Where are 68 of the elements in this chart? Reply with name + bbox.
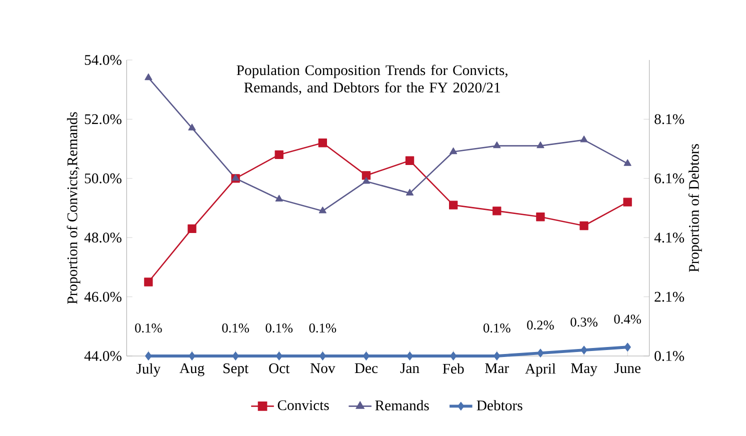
point xyxy=(144,278,153,286)
point xyxy=(450,147,458,154)
data-label: 0.3% xyxy=(570,318,598,327)
legend-label: Debtors xyxy=(476,400,522,410)
x-tick-label: Feb xyxy=(442,363,464,374)
point xyxy=(145,352,152,360)
point xyxy=(536,212,545,222)
point xyxy=(494,352,500,360)
legend-label: Remands xyxy=(375,400,429,410)
data-label: 0.1% xyxy=(222,324,250,333)
x-tick-label: Sept xyxy=(224,363,249,376)
text: Population Composition Trends for Convicts, Remands, and Debtors for the FY 2020/21 xyxy=(236,64,508,95)
x-tick-label: Oct xyxy=(269,363,290,374)
point xyxy=(624,342,631,352)
x-tick-label: Aug xyxy=(180,363,204,376)
x-tick-label: April xyxy=(525,363,556,377)
data-label: 0.2% xyxy=(527,320,554,330)
point xyxy=(362,177,370,184)
point xyxy=(580,221,588,230)
point xyxy=(624,159,632,166)
point xyxy=(623,198,632,206)
point xyxy=(536,142,544,148)
point xyxy=(318,206,326,214)
x-tick-label: Mar xyxy=(485,363,509,374)
point xyxy=(493,142,501,148)
x-tick-label: July xyxy=(136,363,161,377)
point xyxy=(405,156,414,165)
x-tick-label: May xyxy=(570,363,598,376)
point xyxy=(188,124,196,130)
point xyxy=(232,352,239,360)
point xyxy=(492,206,502,216)
point xyxy=(318,138,328,148)
data-label: 0.4% xyxy=(614,314,642,324)
point xyxy=(450,352,457,360)
y2-tick-label: 6.1% xyxy=(654,173,684,184)
y-tick-label: 44.0% xyxy=(84,351,122,361)
y-tick-label: 54.0% xyxy=(84,55,122,65)
data-label: 0.1% xyxy=(135,324,162,333)
point xyxy=(274,150,284,160)
x-tick-label: June xyxy=(614,363,640,374)
y2-tick-label: 8.1% xyxy=(654,114,684,124)
y2-axis-title: Proportion of Debtors xyxy=(688,144,702,272)
point xyxy=(362,171,371,180)
point xyxy=(580,136,588,142)
y2-tick-label: 4.1% xyxy=(654,232,684,243)
point xyxy=(188,224,196,234)
x-tick-label: Dec xyxy=(354,363,378,374)
data-label: 0.1% xyxy=(484,324,510,333)
y2-tick-label: 0.1% xyxy=(654,351,684,361)
y-tick-label: 52.0% xyxy=(84,114,122,124)
point xyxy=(406,188,414,196)
x-tick-label: Nov xyxy=(310,363,336,374)
point xyxy=(188,352,196,360)
point xyxy=(580,346,588,354)
y-axis-title: Proportion of Convicts,Remands xyxy=(66,112,80,304)
data-label: 0.1% xyxy=(309,324,336,333)
legend-label: Convicts xyxy=(278,400,329,410)
point xyxy=(537,348,544,358)
y-tick-label: 46.0% xyxy=(84,292,122,302)
point xyxy=(276,352,282,360)
y-tick-label: 48.0% xyxy=(84,232,122,243)
point xyxy=(144,73,152,80)
y-tick-label: 50.0% xyxy=(84,173,122,184)
y2-tick-label: 2.1% xyxy=(654,292,684,302)
x-tick-label: Jan xyxy=(400,363,420,374)
point xyxy=(275,194,283,202)
point xyxy=(449,200,458,210)
data-label: 0.1% xyxy=(266,324,293,333)
